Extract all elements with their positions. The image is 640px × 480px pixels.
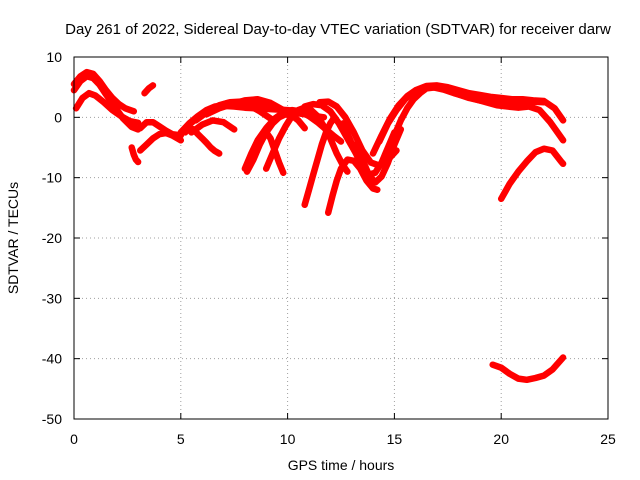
series-arc-5 bbox=[141, 82, 157, 97]
y-axis-label: SDTVAR / TECUs bbox=[5, 182, 21, 294]
series-arc-3 bbox=[72, 89, 142, 127]
series-arc-23 bbox=[352, 126, 405, 186]
x-tick-label: 5 bbox=[177, 431, 185, 447]
x-tick-label: 15 bbox=[387, 431, 403, 447]
series-arc-27 bbox=[497, 145, 567, 203]
series-arc-18 bbox=[301, 114, 338, 209]
x-axis-label: GPS time / hours bbox=[288, 457, 395, 473]
series-arc-8 bbox=[181, 124, 223, 157]
x-tick-label: 10 bbox=[280, 431, 296, 447]
series-arc-28 bbox=[489, 354, 567, 384]
gridlines bbox=[74, 57, 608, 419]
series-arc-12 bbox=[203, 95, 296, 120]
x-tick-labels: 0 5 10 15 20 25 bbox=[70, 431, 616, 447]
y-tick-label: -50 bbox=[42, 411, 62, 427]
series-arc-7 bbox=[136, 118, 185, 139]
series-arc-26 bbox=[391, 83, 548, 139]
y-tick-label: -10 bbox=[42, 170, 62, 186]
series-arc-4 bbox=[128, 144, 142, 166]
y-tick-label: 0 bbox=[54, 109, 62, 125]
x-tick-label: 0 bbox=[70, 431, 78, 447]
y-tick-label: -20 bbox=[42, 230, 62, 246]
x-tick-label: 20 bbox=[493, 431, 509, 447]
y-tick-labels: -50 -40 -30 -20 -10 0 10 bbox=[42, 49, 62, 427]
series-arc-19 bbox=[324, 156, 381, 216]
y-tick-label: 10 bbox=[46, 49, 62, 65]
chart-title: Day 261 of 2022, Sidereal Day-to-day VTE… bbox=[65, 21, 611, 38]
y-tick-label: -30 bbox=[42, 290, 62, 306]
x-tick-label: 25 bbox=[600, 431, 616, 447]
y-tick-label: -40 bbox=[42, 351, 62, 367]
series-arc-13 bbox=[188, 117, 238, 136]
axis-ticks bbox=[73, 56, 609, 420]
series-arc-15 bbox=[243, 111, 308, 175]
data-series bbox=[70, 68, 567, 384]
